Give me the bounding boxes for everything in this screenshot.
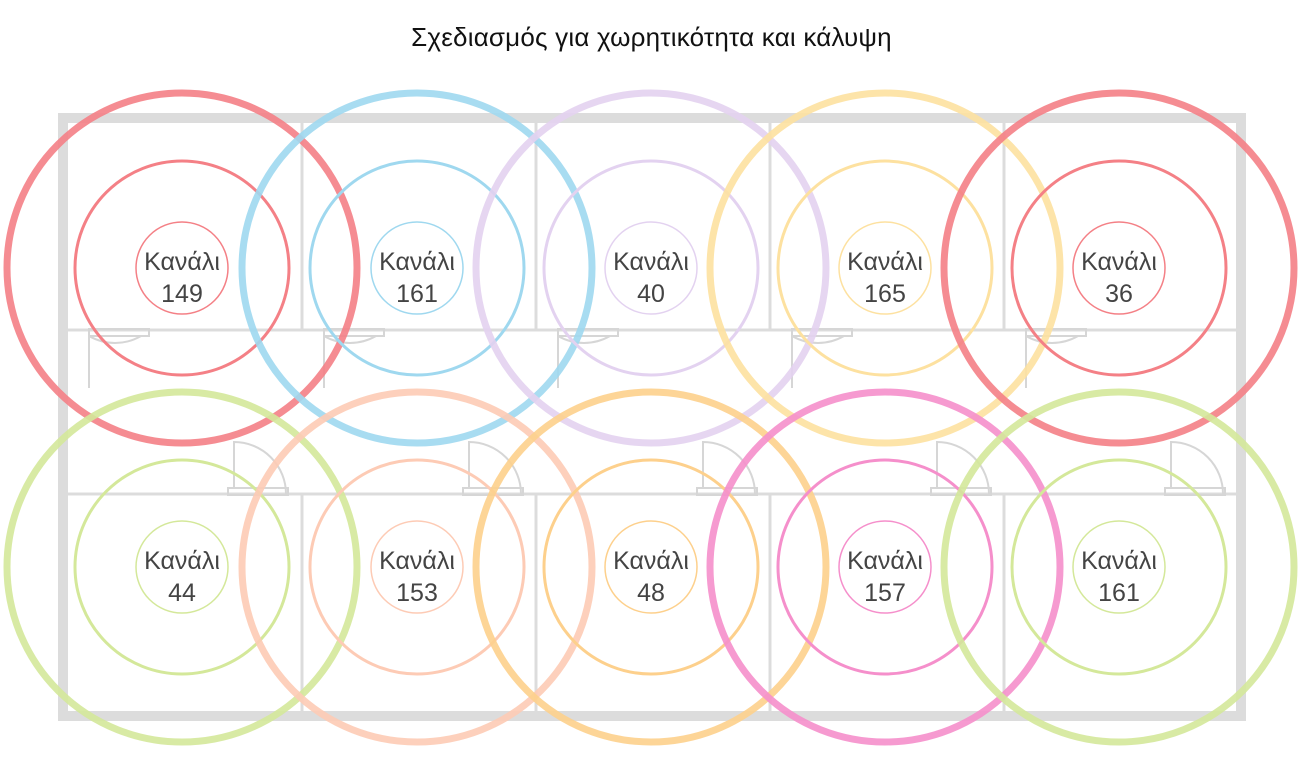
channel-labels: Κανάλι 149 Κανάλι 161 Κανάλι 40 Κανάλι 165 Κανάλ… — [144, 248, 1157, 607]
access-point-coverage — [940, 89, 1298, 447]
building-walls — [58, 113, 1246, 721]
coverage-ring-inner — [135, 520, 229, 614]
access-point-coverage — [706, 89, 1064, 447]
coverage-ring-middle — [308, 458, 526, 676]
coverage-ring-middle — [542, 159, 760, 377]
channel-label: Κανάλι — [613, 248, 689, 276]
coverage-ring-inner — [604, 221, 698, 315]
channel-number: 157 — [864, 579, 906, 607]
channel-label: Κανάλι — [847, 248, 923, 276]
access-point-coverage — [3, 89, 361, 447]
coverage-ring-middle — [308, 159, 526, 377]
door-top — [557, 328, 619, 388]
channel-number: 48 — [637, 579, 665, 607]
channel-label: Κανάλι — [613, 547, 689, 575]
coverage-ring-outer — [940, 388, 1298, 746]
coverage-circles — [3, 89, 1298, 746]
channel-number: 161 — [396, 280, 438, 308]
channel-number: 161 — [1098, 579, 1140, 607]
door-bottom — [1164, 440, 1226, 496]
channel-label: Κανάλι — [144, 248, 220, 276]
channel-number: 44 — [168, 579, 196, 607]
diagram-title: Σχεδιασμός για χωρητικότητα και κάλυψη — [411, 22, 892, 52]
door-top — [88, 328, 150, 388]
door-top — [1025, 328, 1087, 388]
channel-label: Κανάλι — [1081, 248, 1157, 276]
access-point-coverage — [238, 89, 596, 447]
coverage-ring-inner — [135, 221, 229, 315]
coverage-ring-outer — [940, 89, 1298, 447]
channel-label: Κανάλι — [379, 547, 455, 575]
coverage-ring-outer — [472, 388, 830, 746]
coverage-ring-inner — [370, 520, 464, 614]
access-point-coverage — [706, 388, 1064, 746]
channel-number: 165 — [864, 280, 906, 308]
coverage-ring-middle — [73, 458, 291, 676]
access-point-coverage — [3, 388, 361, 746]
coverage-ring-outer — [3, 388, 361, 746]
coverage-ring-inner — [604, 520, 698, 614]
coverage-ring-middle — [1010, 159, 1228, 377]
access-point-coverage — [472, 388, 830, 746]
coverage-ring-middle — [542, 458, 760, 676]
channel-number: 153 — [396, 579, 438, 607]
coverage-ring-outer — [706, 388, 1064, 746]
coverage-ring-inner — [838, 221, 932, 315]
coverage-ring-inner — [370, 221, 464, 315]
coverage-ring-middle — [776, 458, 994, 676]
door-top — [791, 328, 853, 388]
channel-label: Κανάλι — [847, 547, 923, 575]
door-top — [323, 328, 385, 388]
coverage-ring-middle — [1010, 458, 1228, 676]
channel-number: 149 — [161, 280, 203, 308]
coverage-ring-outer — [238, 388, 596, 746]
coverage-ring-middle — [73, 159, 291, 377]
channel-label: Κανάλι — [379, 248, 455, 276]
access-point-coverage — [940, 388, 1298, 746]
access-point-coverage — [238, 388, 596, 746]
channel-number: 40 — [637, 280, 665, 308]
coverage-ring-middle — [776, 159, 994, 377]
coverage-ring-inner — [1072, 221, 1166, 315]
outer-wall — [58, 113, 1246, 721]
coverage-ring-outer — [706, 89, 1064, 447]
channel-number: 36 — [1105, 280, 1133, 308]
channel-label: Κανάλι — [1081, 547, 1157, 575]
coverage-ring-outer — [3, 89, 361, 447]
channel-label: Κανάλι — [144, 547, 220, 575]
coverage-ring-inner — [1072, 520, 1166, 614]
access-point-coverage — [472, 89, 830, 447]
coverage-ring-outer — [238, 89, 596, 447]
coverage-ring-outer — [472, 89, 830, 447]
coverage-ring-inner — [838, 520, 932, 614]
